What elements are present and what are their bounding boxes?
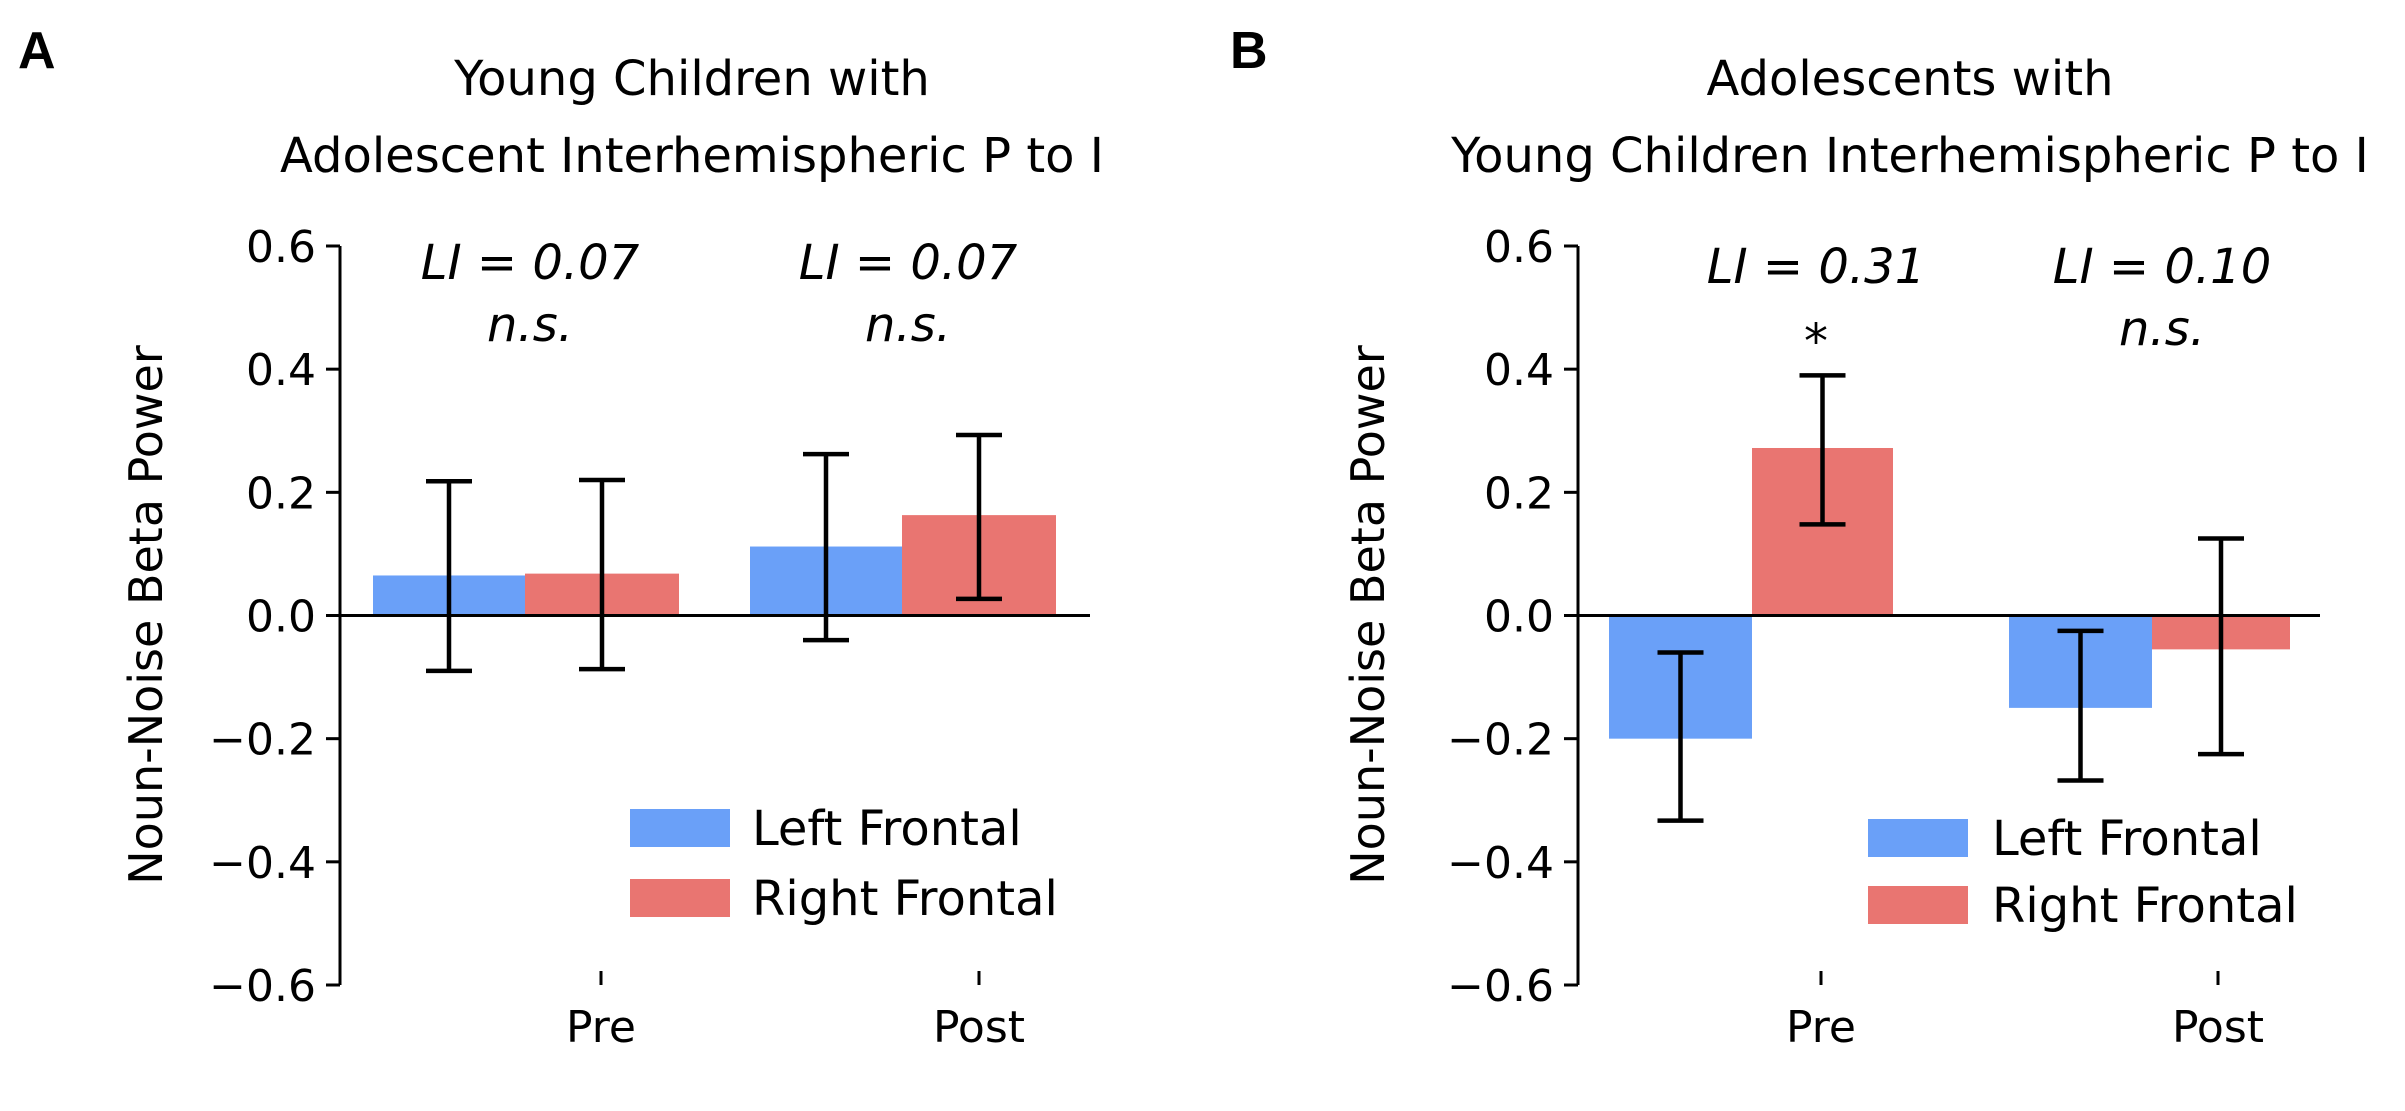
chart-title-line: Adolescent Interhemispheric P to I [280,128,1104,184]
y-tick-label: 0.0 [1484,592,1554,643]
y-tick-label: −0.6 [1447,961,1554,1012]
panel-a: A Young Children with Adolescent Interhemi… [18,22,1104,1053]
li-annotation: LI = 0.31 [1707,239,1926,295]
error-bar [2057,628,2104,783]
legend-label: Right Frontal [1992,878,2298,934]
li-annotation: LI = 0.07 [421,235,640,291]
error-bar [1657,650,1704,823]
x-tick-label: Pre [566,1002,636,1053]
y-tick-label: −0.4 [209,838,316,889]
y-tick-label: −0.2 [1447,715,1554,766]
error-bar [803,451,849,643]
error-bar [1799,373,1846,527]
y-tick-label: −0.2 [209,715,316,766]
y-tick-label: 0.2 [1484,468,1554,519]
y-tick-label: 0.6 [246,222,316,273]
legend-swatch-left-frontal [1868,819,1968,857]
y-axis-label: Noun-Noise Beta Power [1341,345,1395,885]
legend: Left Frontal Right Frontal [630,801,1058,927]
chart-title-line: Adolescents with [1707,51,2114,107]
x-tick-label: Post [2172,1002,2264,1053]
y-tick-label: 0.4 [246,345,316,396]
y-axis-label: Noun-Noise Beta Power [119,345,173,885]
error-bar [956,432,1002,602]
y-tick-label: −0.6 [209,961,316,1012]
error-bar [2198,536,2244,757]
legend-label: Right Frontal [752,871,1058,927]
x-tick-label: Pre [1786,1002,1856,1053]
significance-annotation: n.s. [865,297,951,353]
x-tick-label: Post [933,1002,1025,1053]
error-bar [579,477,625,672]
significance-annotation: n.s. [487,297,573,353]
li-annotation: LI = 0.07 [799,235,1018,291]
legend-label: Left Frontal [752,801,1022,857]
error-bar [426,478,472,674]
y-tick-label: 0.2 [246,468,316,519]
panel-letter: A [18,22,56,80]
chart-title-line: Young Children Interhemispheric P to I [1450,128,2369,184]
panel-b: B Adolescents with Young Children Interhem… [1230,22,2369,1053]
significance-annotation: n.s. [2119,301,2205,357]
y-tick-label: 0.6 [1484,222,1554,273]
chart-title-line: Young Children with [453,51,930,107]
panel-letter: B [1230,22,1268,80]
significance-annotation: * [1804,314,1828,370]
y-tick-label: 0.4 [1484,345,1554,396]
legend: Left Frontal Right Frontal [1868,811,2298,934]
legend-swatch-left-frontal [630,809,730,847]
y-tick-label: 0.0 [246,592,316,643]
legend-swatch-right-frontal [1868,886,1968,924]
li-annotation: LI = 0.10 [2053,239,2272,295]
y-tick-label: −0.4 [1447,838,1554,889]
legend-swatch-right-frontal [630,879,730,917]
legend-label: Left Frontal [1992,811,2262,867]
